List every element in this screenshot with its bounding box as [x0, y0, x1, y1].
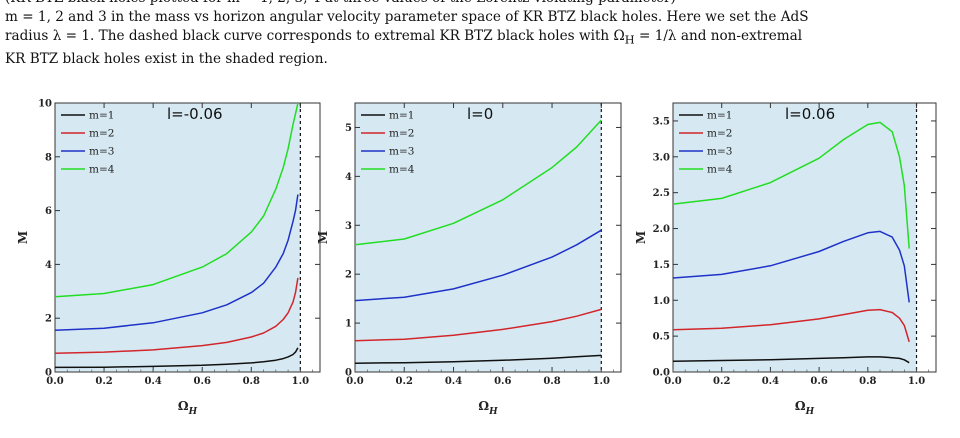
y-tick-label: 0.5: [653, 332, 670, 343]
figure-caption: (KR BTZ black holes plotted for m = 1, 2…: [5, 0, 955, 69]
caption-line-3-end: = 1/λ and non-extremal: [634, 28, 803, 44]
y-tick-label: 3.5: [653, 116, 670, 127]
y-axis-label: M: [16, 231, 30, 244]
x-tick-label: 0.8: [859, 376, 876, 387]
chart-panel-2: 0.0 0.2 0.4 0.6 0.8 1.0 0 1 2 3 4 5 ΩH Mm=1 m=2 m=3 m=4 l…: [316, 102, 622, 417]
legend-label: m=3: [389, 146, 414, 158]
x-axis-label-sub: H: [188, 407, 198, 417]
y-tick-label: 2: [45, 314, 52, 325]
x-tick-label: 0.4: [144, 376, 161, 387]
y-tick-label: 0: [345, 368, 352, 379]
x-tick-label: 0.8: [543, 376, 560, 387]
y-axis-label: M: [316, 231, 330, 244]
chart-panel-1: 0.0 0.2 0.4 0.6 0.8 1.0 0 2 4 6 8 10 ΩH Mm=1 m=2 m=3 m=4…: [16, 99, 321, 417]
legend-label: m=3: [89, 146, 114, 158]
y-tick-label: 3.0: [653, 152, 670, 163]
panel-title: l=0: [467, 105, 493, 123]
caption-line-3: radius λ = 1. The dashed black curve cor…: [5, 27, 955, 50]
plot-frame: [54, 102, 321, 373]
curve-m3: [54, 194, 299, 332]
x-axis-label-sub: H: [805, 407, 815, 417]
y-tick-label: 3: [345, 221, 352, 232]
curve-m4: [354, 119, 602, 246]
x-tick-label: 0.2: [95, 376, 112, 387]
curve-m1: [54, 347, 299, 369]
curve-m2: [672, 308, 910, 343]
y-tick-label: 5: [345, 123, 352, 134]
panel-title: l=-0.06: [167, 105, 223, 123]
x-axis-label-sub: H: [488, 407, 498, 417]
legend-label: m=2: [707, 128, 732, 140]
legend-label: m=2: [89, 128, 114, 140]
x-axis-label: ΩH: [178, 399, 198, 417]
legend-label: m=1: [89, 110, 114, 122]
caption-line-1: (KR BTZ black holes plotted for m = 1, 2…: [5, 0, 955, 8]
plot-frame: [354, 102, 622, 373]
legend-label: m=1: [389, 110, 414, 122]
panel-title: l=0.06: [785, 105, 835, 123]
y-tick-label: 0.0: [653, 368, 670, 379]
y-tick-label: 4: [45, 260, 52, 271]
curve-m4: [54, 102, 299, 298]
y-axis-label: M: [634, 231, 648, 244]
shaded-region: [55, 103, 301, 372]
y-tick-label: 8: [45, 152, 52, 163]
x-tick-label: 0.6: [810, 376, 827, 387]
y-tick-label: 4: [345, 172, 352, 183]
caption-line-2: m = 1, 2 and 3 in the mass vs horizon an…: [5, 9, 809, 25]
x-tick-label: 1.0: [908, 376, 925, 387]
x-tick-label: 0.2: [713, 376, 730, 387]
x-tick-label: 0.0: [346, 376, 363, 387]
y-tick-label: 10: [38, 99, 52, 110]
legend-label: m=1: [707, 110, 732, 122]
x-tick-label: 0.0: [664, 376, 681, 387]
caption-line-3-sub: H: [624, 32, 635, 47]
chart-panel-3: 0.0 0.2 0.4 0.6 0.8 1.0 0.0 0.5 1.0 1.5 2.0 2.5 3.0 3…: [634, 102, 937, 417]
x-tick-label: 0.4: [445, 376, 462, 387]
curve-m4: [672, 121, 910, 249]
y-tick-label: 2.0: [653, 224, 670, 235]
legend-label: m=4: [89, 164, 115, 176]
x-tick-label: 1.0: [593, 376, 610, 387]
curve-m3: [672, 230, 910, 303]
x-tick-label: 0.6: [194, 376, 211, 387]
x-tick-label: 0.2: [396, 376, 413, 387]
x-tick-label: 0.6: [494, 376, 511, 387]
legend-label: m=4: [707, 164, 733, 176]
shaded-region: [355, 103, 602, 372]
x-tick-label: 0.8: [243, 376, 260, 387]
y-tick-label: 1.0: [653, 296, 670, 307]
curve-m2: [54, 277, 299, 354]
curve-m1: [672, 356, 910, 364]
curve-m2: [354, 308, 602, 342]
legend-label: m=4: [389, 164, 415, 176]
curve-m1: [354, 354, 602, 364]
y-tick-label: 6: [45, 206, 52, 217]
shaded-region: [673, 103, 917, 372]
legend-label: m=2: [389, 128, 414, 140]
legend-label: m=3: [707, 146, 732, 158]
x-axis-label: ΩH: [795, 399, 815, 417]
x-axis-label: ΩH: [478, 399, 498, 417]
y-tick-label: 0: [45, 368, 52, 379]
y-tick-label: 1.5: [653, 260, 670, 271]
curve-m3: [354, 229, 602, 302]
caption-line-4: KR BTZ black holes exist in the shaded r…: [5, 50, 328, 67]
caption-line-3-text: radius λ = 1. The dashed black curve cor…: [5, 28, 625, 44]
x-tick-label: 0.4: [762, 376, 779, 387]
y-tick-label: 1: [345, 319, 352, 330]
plot-frame: [672, 102, 937, 373]
x-tick-label: 0.0: [46, 376, 63, 387]
x-tick-label: 1.0: [292, 376, 309, 387]
y-tick-label: 2.5: [653, 188, 670, 199]
y-tick-label: 2: [345, 270, 352, 281]
